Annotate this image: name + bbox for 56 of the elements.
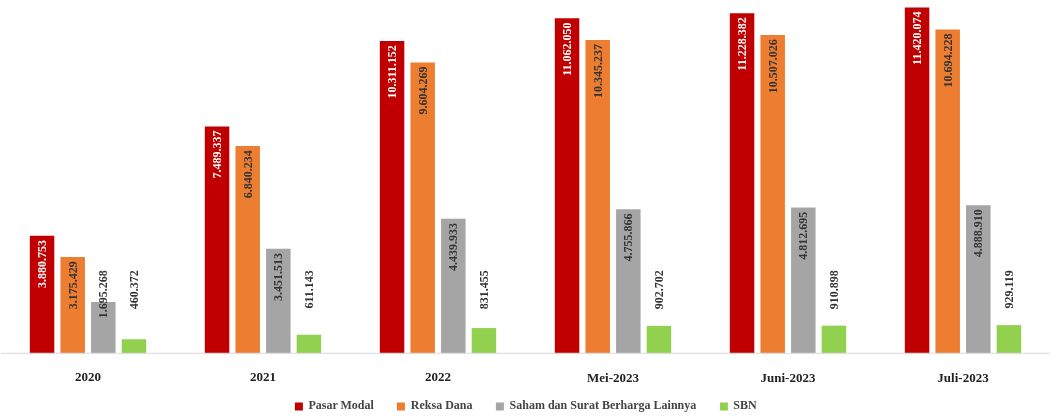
bar	[996, 325, 1022, 354]
data-label: 10.345.237	[590, 44, 605, 99]
bar	[410, 62, 435, 354]
data-label: 11.228.382	[735, 17, 750, 71]
x-tick-label: Mei-2023	[587, 369, 640, 385]
data-label: 10.507.026	[765, 39, 780, 94]
bar	[904, 7, 930, 354]
bar	[204, 126, 230, 354]
data-label: 3.880.753	[35, 239, 50, 288]
bar	[235, 146, 260, 354]
bar	[966, 205, 991, 354]
bar	[585, 39, 610, 354]
data-label: 4.888.910	[971, 209, 986, 258]
data-label: 11.420.074	[910, 11, 925, 65]
data-label: 902.702	[651, 270, 666, 310]
x-tick-label: 2020	[75, 369, 101, 385]
bar	[760, 35, 785, 354]
data-label: 611.143	[301, 270, 316, 309]
legend-label: Saham dan Surat Berharga Lainnya	[509, 398, 697, 413]
legend-label: Pasar Modal	[308, 398, 374, 413]
data-label: 10.694.228	[940, 33, 955, 88]
x-tick-label: Juli-2023	[937, 369, 990, 385]
bar	[379, 41, 405, 354]
data-label: 4.812.695	[796, 211, 811, 260]
bar	[791, 207, 816, 354]
bar	[554, 18, 580, 354]
bar	[646, 325, 672, 354]
bar	[266, 248, 291, 354]
data-label: 910.898	[826, 270, 841, 310]
data-label: 1.695.268	[96, 270, 111, 319]
bar	[296, 334, 322, 354]
data-label: 3.175.429	[65, 261, 80, 310]
bar	[60, 257, 85, 354]
bar	[821, 325, 847, 354]
data-label: 831.455	[476, 270, 491, 310]
data-label: 4.755.866	[621, 213, 636, 262]
data-label: 6.840.234	[240, 150, 255, 199]
data-label: 7.489.337	[210, 130, 225, 179]
bar	[935, 29, 960, 354]
bar	[441, 218, 466, 354]
bar	[729, 13, 755, 354]
data-label: 4.439.933	[446, 222, 461, 271]
bar	[616, 209, 641, 354]
bar	[121, 339, 147, 354]
bar	[471, 328, 497, 354]
x-tick-label: 2022	[425, 369, 451, 385]
data-label: 929.119	[1001, 270, 1016, 309]
data-label: 11.062.050	[560, 22, 575, 76]
data-label: 10.311.152	[385, 45, 400, 99]
legend-label: SBN	[733, 398, 757, 413]
x-tick-label: 2021	[250, 369, 276, 385]
data-label: 9.604.269	[415, 66, 430, 115]
data-label: 3.451.513	[271, 252, 286, 301]
data-label: 460.372	[126, 270, 141, 310]
legend-label: Reksa Dana	[410, 398, 473, 413]
x-tick-label: Juni-2023	[760, 369, 816, 385]
